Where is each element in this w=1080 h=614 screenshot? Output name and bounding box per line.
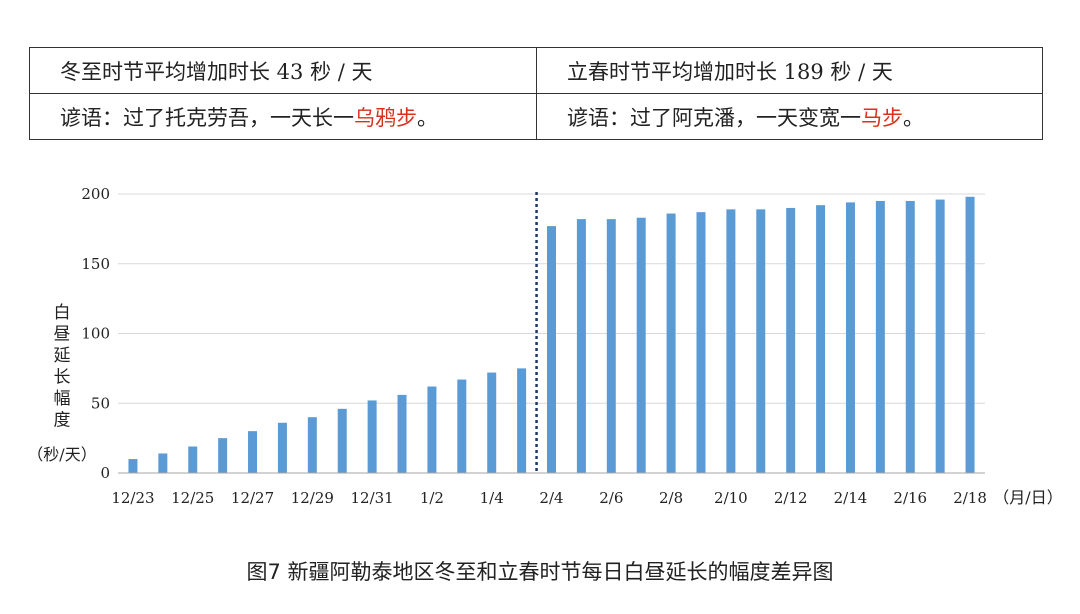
x-tick-label: 12/25 xyxy=(171,489,214,507)
x-tick-label: 2/10 xyxy=(714,489,748,507)
x-tick-label: 2/8 xyxy=(659,489,683,507)
bar xyxy=(726,209,736,473)
bar xyxy=(786,207,796,473)
bar xyxy=(248,431,258,473)
x-tick-label: 12/27 xyxy=(231,489,274,507)
bar xyxy=(576,219,586,473)
spring-start-rate: 立春时节平均增加时长 189 秒 / 天 xyxy=(536,47,1043,94)
bar xyxy=(666,213,676,473)
bar xyxy=(756,209,766,473)
bar xyxy=(875,200,885,473)
x-tick-label: 2/18 xyxy=(953,489,987,507)
bar xyxy=(965,196,975,474)
winter-proverb-end: 。 xyxy=(417,105,438,130)
spring-proverb-highlight: 马步 xyxy=(861,105,903,130)
bar xyxy=(935,199,945,473)
winter-proverb: 谚语：过了托克劳吾，一天长一乌鸦步。 xyxy=(29,93,537,140)
bar xyxy=(307,417,317,473)
bar xyxy=(606,219,616,473)
bar xyxy=(218,438,228,473)
y-axis-unit: （秒/天） xyxy=(27,445,96,464)
bar xyxy=(367,400,377,473)
y-tick-label: 100 xyxy=(81,325,110,343)
x-tick-label: 12/31 xyxy=(351,489,394,507)
x-tick-label: 2/6 xyxy=(599,489,623,507)
y-tick-label: 200 xyxy=(81,185,110,203)
bar xyxy=(905,200,915,473)
spring-proverb: 谚语：过了阿克潘，一天变宽一马步。 xyxy=(536,93,1043,140)
bar xyxy=(517,368,527,473)
bar xyxy=(277,422,287,473)
x-tick-label: 2/12 xyxy=(774,489,808,507)
tick-labels: 0 50 100 150 200 12/23 12/25 12/27 12/29 12/31 1/2… xyxy=(81,185,987,507)
y-axis-title-char: 度 xyxy=(54,411,71,431)
y-tick-label: 150 xyxy=(81,255,110,273)
x-tick-label: 12/23 xyxy=(111,489,154,507)
y-axis-title-char: 幅 xyxy=(54,389,71,409)
x-tick-label: 12/29 xyxy=(291,489,334,507)
bar xyxy=(128,459,138,473)
info-table: 冬至时节平均增加时长 43 秒 / 天 立春时节平均增加时长 189 秒 / 天… xyxy=(29,47,1043,140)
bar xyxy=(188,446,198,473)
bars xyxy=(128,196,975,474)
x-tick-label: 2/4 xyxy=(539,489,563,507)
x-axis-title: （月/日） xyxy=(993,488,1062,507)
bar xyxy=(487,372,497,473)
table-row: 冬至时节平均增加时长 43 秒 / 天 立春时节平均增加时长 189 秒 / 天 xyxy=(29,47,1043,94)
y-tick-label: 0 xyxy=(100,464,110,482)
x-tick-label: 2/14 xyxy=(834,489,868,507)
bar xyxy=(337,408,347,473)
bar xyxy=(636,217,646,473)
figure-caption: 图7 新疆阿勒泰地区冬至和立春时节每日白昼延长的幅度差异图 xyxy=(246,560,834,584)
bar xyxy=(845,202,855,473)
spring-proverb-text: 谚语：过了阿克潘，一天变宽一 xyxy=(567,105,861,130)
y-axis-title-char: 延 xyxy=(54,346,71,366)
bar xyxy=(457,379,467,473)
x-tick-label: 1/4 xyxy=(480,489,504,507)
bar xyxy=(816,205,826,473)
y-axis-title-char: 昼 xyxy=(54,325,71,345)
bar xyxy=(547,226,556,473)
winter-proverb-highlight: 乌鸦步 xyxy=(354,105,417,130)
y-axis-title-char: 白 xyxy=(54,303,71,323)
bar-chart: 0 50 100 150 200 12/23 12/25 12/27 12/29 12/31 1/2… xyxy=(27,185,1062,507)
winter-solstice-rate: 冬至时节平均增加时长 43 秒 / 天 xyxy=(29,47,537,94)
bar xyxy=(397,394,407,473)
x-tick-label: 2/16 xyxy=(893,489,927,507)
table-row: 谚语：过了托克劳吾，一天长一乌鸦步。 谚语：过了阿克潘，一天变宽一马步。 xyxy=(29,93,1043,140)
y-axis-title-char: 长 xyxy=(54,368,71,388)
bar xyxy=(158,453,168,473)
x-tick-label: 1/2 xyxy=(420,489,444,507)
y-tick-label: 50 xyxy=(91,394,110,412)
bar xyxy=(696,212,706,473)
spring-proverb-end: 。 xyxy=(903,105,924,130)
bar xyxy=(427,386,437,473)
winter-proverb-text: 谚语：过了托克劳吾，一天长一 xyxy=(60,105,354,130)
axes xyxy=(118,192,985,474)
